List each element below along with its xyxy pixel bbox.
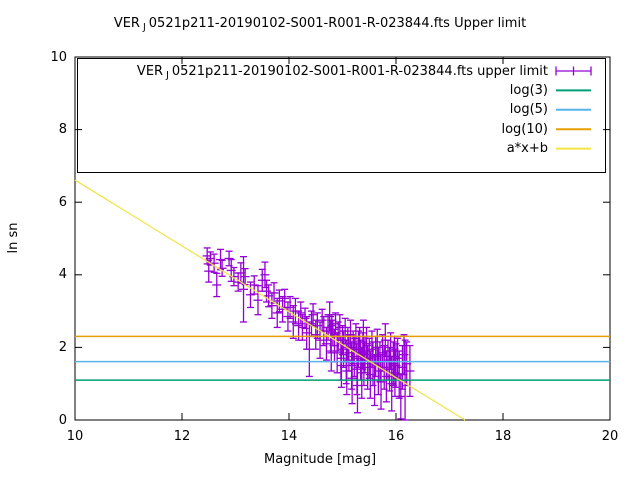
legend-entry-0: VER J 0521p211-20190102-S001-R001-R-023844… xyxy=(78,62,548,81)
legend-entry-0-subscript: J xyxy=(166,69,169,81)
fit-line xyxy=(74,179,466,421)
legend-entry-1: log(3) xyxy=(509,82,548,98)
x-tick-label-18: 18 xyxy=(494,429,512,444)
x-tick-label-14: 14 xyxy=(280,429,298,444)
legend-entry-4: a*x+b xyxy=(506,141,548,157)
y-tick-label-4: 4 xyxy=(58,267,67,283)
legend-entry-0-rest: 0521p211-20190102-S001-R001-R-023844.fts… xyxy=(171,63,548,79)
legend-entry-0-prefix: VER xyxy=(136,63,164,79)
x-tick-label-20: 20 xyxy=(601,429,619,444)
chart-title-prefix: VER xyxy=(113,16,140,31)
y-axis-label: ln sn xyxy=(6,222,21,254)
data-series-errorbars xyxy=(202,247,415,421)
y-tick-label-0: 0 xyxy=(58,412,67,428)
legend-box xyxy=(77,58,606,173)
x-tick-label-10: 10 xyxy=(66,429,84,444)
x-axis-label: Magnitude [mag] xyxy=(263,452,377,467)
plot-border xyxy=(74,56,611,421)
x-tick-label-12: 12 xyxy=(173,429,191,444)
y-tick-label-8: 8 xyxy=(58,122,67,138)
chart-title-subscript: J xyxy=(142,22,146,33)
chart-title-rest: 0521p211-20190102-S001-R001-R-023844.fts… xyxy=(148,16,527,31)
legend-entry-3: log(10) xyxy=(501,121,548,137)
y-tick-label-6: 6 xyxy=(58,194,67,210)
y-tick-label-10: 10 xyxy=(50,49,67,65)
y-tick-label-2: 2 xyxy=(58,339,67,355)
x-tick-label-16: 16 xyxy=(387,429,405,444)
legend-entry-2: log(5) xyxy=(509,102,548,118)
chart-title: VER J 0521p211-20190102-S001-R001-R-023844… xyxy=(0,16,640,33)
